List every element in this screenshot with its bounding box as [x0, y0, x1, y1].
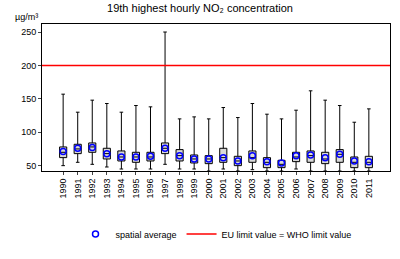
- svg-text:2004: 2004: [262, 179, 272, 199]
- svg-text:2006: 2006: [291, 179, 301, 199]
- svg-text:250: 250: [21, 27, 36, 37]
- svg-text:spatial average: spatial average: [116, 230, 177, 240]
- svg-text:2001: 2001: [218, 179, 228, 199]
- svg-text:2010: 2010: [349, 179, 359, 199]
- svg-text:1995: 1995: [131, 179, 141, 199]
- svg-text:1992: 1992: [87, 179, 97, 199]
- svg-text:EU limit value = WHO limit val: EU limit value = WHO limit value: [222, 230, 352, 240]
- svg-text:1999: 1999: [189, 179, 199, 199]
- svg-text:2009: 2009: [335, 179, 345, 199]
- svg-text:1994: 1994: [116, 179, 126, 199]
- svg-text:2007: 2007: [306, 179, 316, 199]
- svg-text:2005: 2005: [276, 179, 286, 199]
- svg-text:1996: 1996: [145, 179, 155, 199]
- svg-text:2011: 2011: [364, 179, 374, 198]
- svg-text:19th highest hourly NO₂ concen: 19th highest hourly NO₂ concentration: [107, 2, 293, 14]
- svg-text:2008: 2008: [320, 179, 330, 199]
- svg-text:2003: 2003: [247, 179, 257, 199]
- svg-text:µg/m³: µg/m³: [15, 12, 38, 22]
- svg-text:1997: 1997: [160, 179, 170, 199]
- svg-text:2000: 2000: [204, 179, 214, 199]
- svg-text:2002: 2002: [233, 179, 243, 199]
- svg-text:200: 200: [21, 61, 36, 71]
- svg-text:1993: 1993: [102, 179, 112, 199]
- svg-text:1998: 1998: [175, 179, 185, 199]
- svg-text:50: 50: [26, 161, 36, 171]
- svg-text:150: 150: [21, 94, 36, 104]
- svg-text:100: 100: [21, 127, 36, 137]
- svg-text:1990: 1990: [58, 179, 68, 199]
- svg-text:1991: 1991: [73, 179, 83, 199]
